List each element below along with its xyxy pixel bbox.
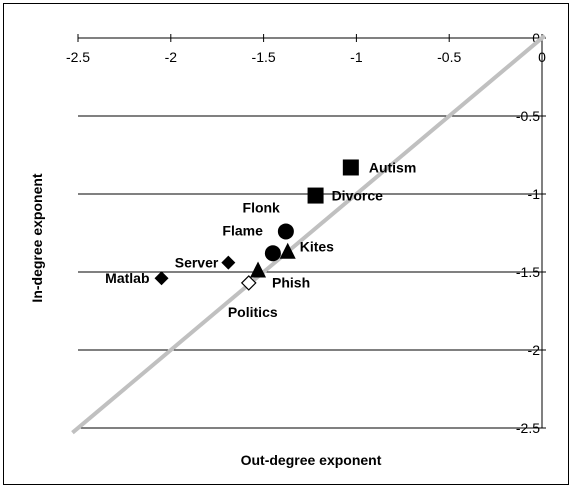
- x-tick-label: -1: [350, 49, 363, 65]
- x-tick-label: -2.5: [66, 49, 90, 65]
- y-tick-label: 0: [532, 30, 540, 46]
- point-autism: [342, 159, 359, 176]
- point-flame: [264, 245, 281, 262]
- point-server: [221, 255, 236, 270]
- point-politics: [240, 275, 257, 291]
- x-tick-label: -2: [165, 49, 178, 65]
- chart-frame: [3, 3, 569, 485]
- point-label-matlab: Matlab: [105, 270, 149, 286]
- axes-layer: -2.5 -2 -1.5 -1 -0.5 0 0 -0.5 -1 -1.5 -2 -2.5: [66, 30, 546, 436]
- point-label-divorce: Divorce: [332, 188, 384, 204]
- y-axis-label: In-degree exponent: [29, 173, 45, 302]
- x-tick-label: 0: [538, 49, 546, 65]
- point-label-flame: Flame: [222, 222, 263, 238]
- x-tick-label: -1.5: [252, 49, 276, 65]
- point-label-politics: Politics: [228, 304, 278, 320]
- x-tick-label: -0.5: [437, 49, 461, 65]
- point-label-kites: Kites: [300, 239, 334, 255]
- point-label-phish: Phish: [272, 274, 310, 290]
- point-kites: [279, 242, 296, 259]
- point-divorce: [307, 187, 324, 204]
- y-tick-label: -1: [528, 186, 541, 202]
- point-label-flonk: Flonk: [243, 199, 281, 215]
- point-label-autism: Autism: [369, 159, 416, 175]
- y-tick-label: -1.5: [516, 264, 540, 280]
- y-tick-label: -0.5: [516, 108, 540, 124]
- y-tick-label: -2: [528, 342, 541, 358]
- point-label-server: Server: [175, 255, 219, 271]
- y-tick-label: -2.5: [516, 420, 540, 436]
- labels-layer: Autism Divorce Flonk Flame Kites Phish Server M…: [105, 159, 416, 319]
- reference-line-y-equals-x: [71, 34, 547, 435]
- x-axis-label: Out-degree exponent: [241, 452, 382, 468]
- point-phish: [250, 261, 267, 278]
- points-layer: [154, 159, 359, 291]
- point-flonk: [277, 223, 294, 240]
- point-matlab: [154, 271, 169, 286]
